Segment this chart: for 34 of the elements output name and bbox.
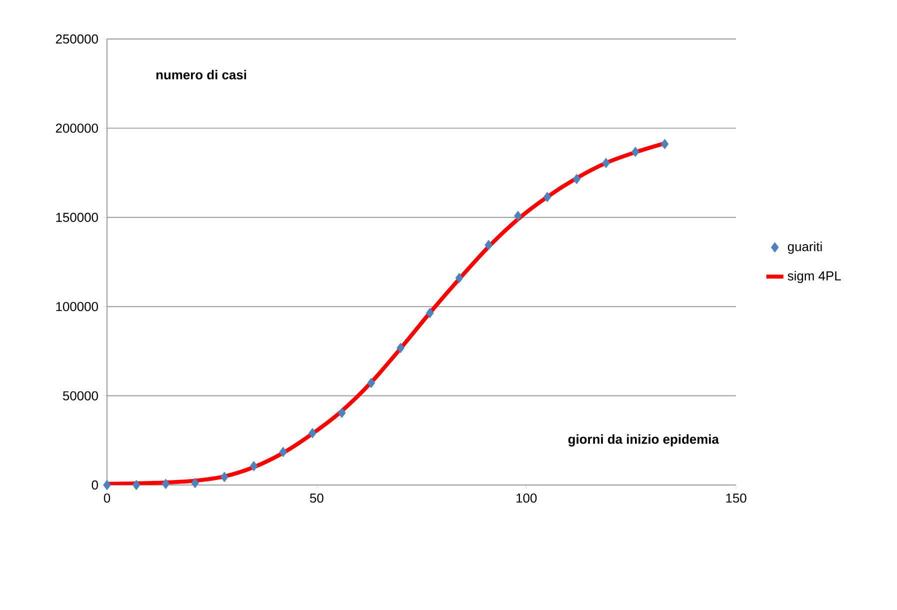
point — [308, 428, 316, 438]
x-tick-label: 150 — [726, 494, 746, 503]
y-axis-title: numero di casi — [156, 70, 246, 80]
point — [602, 158, 610, 168]
x-tick-label: 0 — [104, 494, 110, 503]
x-tick-label: 50 — [310, 494, 324, 503]
point — [367, 378, 376, 388]
point — [279, 446, 288, 458]
y-tick-label: 250000 — [56, 34, 98, 44]
point — [572, 174, 581, 184]
point — [132, 480, 140, 490]
y-tick-label: 0 — [92, 480, 98, 490]
point — [543, 192, 552, 202]
y-tick-label: 100000 — [56, 302, 98, 312]
point — [426, 308, 434, 318]
point — [484, 240, 493, 250]
point — [103, 480, 111, 490]
y-tick-label: 200000 — [56, 124, 98, 133]
point — [514, 210, 522, 222]
y-tick-label: 50000 — [62, 391, 98, 400]
point — [660, 138, 669, 150]
point — [162, 478, 170, 490]
point — [338, 408, 346, 418]
point — [191, 478, 200, 488]
point — [631, 146, 640, 158]
x-tick-label: 100 — [516, 494, 537, 503]
point — [250, 460, 258, 472]
point — [396, 342, 404, 354]
legend-label: sigm 4PL — [788, 270, 841, 284]
point — [455, 272, 464, 284]
y-tick-label: 150000 — [56, 212, 98, 222]
legend-label: guariti — [788, 242, 822, 254]
point — [220, 472, 228, 482]
x-axis-title: giorni da inizio epidemia — [568, 434, 720, 446]
